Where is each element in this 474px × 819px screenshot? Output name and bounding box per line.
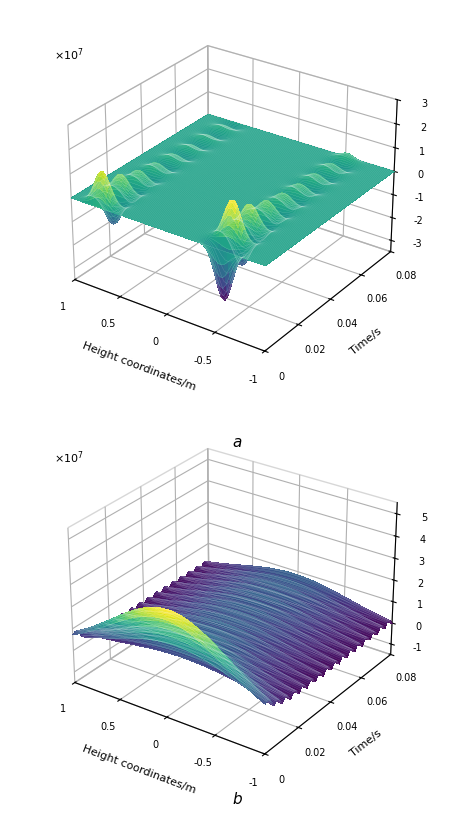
Text: $a$: $a$ xyxy=(232,436,242,450)
Y-axis label: Time/s: Time/s xyxy=(349,325,384,356)
Text: $\times 10^7$: $\times 10^7$ xyxy=(54,47,83,63)
Y-axis label: Time/s: Time/s xyxy=(349,728,384,758)
Text: $b$: $b$ xyxy=(231,790,243,806)
Text: $\times 10^7$: $\times 10^7$ xyxy=(54,449,83,465)
X-axis label: Height coordinates/m: Height coordinates/m xyxy=(81,743,197,794)
X-axis label: Height coordinates/m: Height coordinates/m xyxy=(81,340,197,391)
